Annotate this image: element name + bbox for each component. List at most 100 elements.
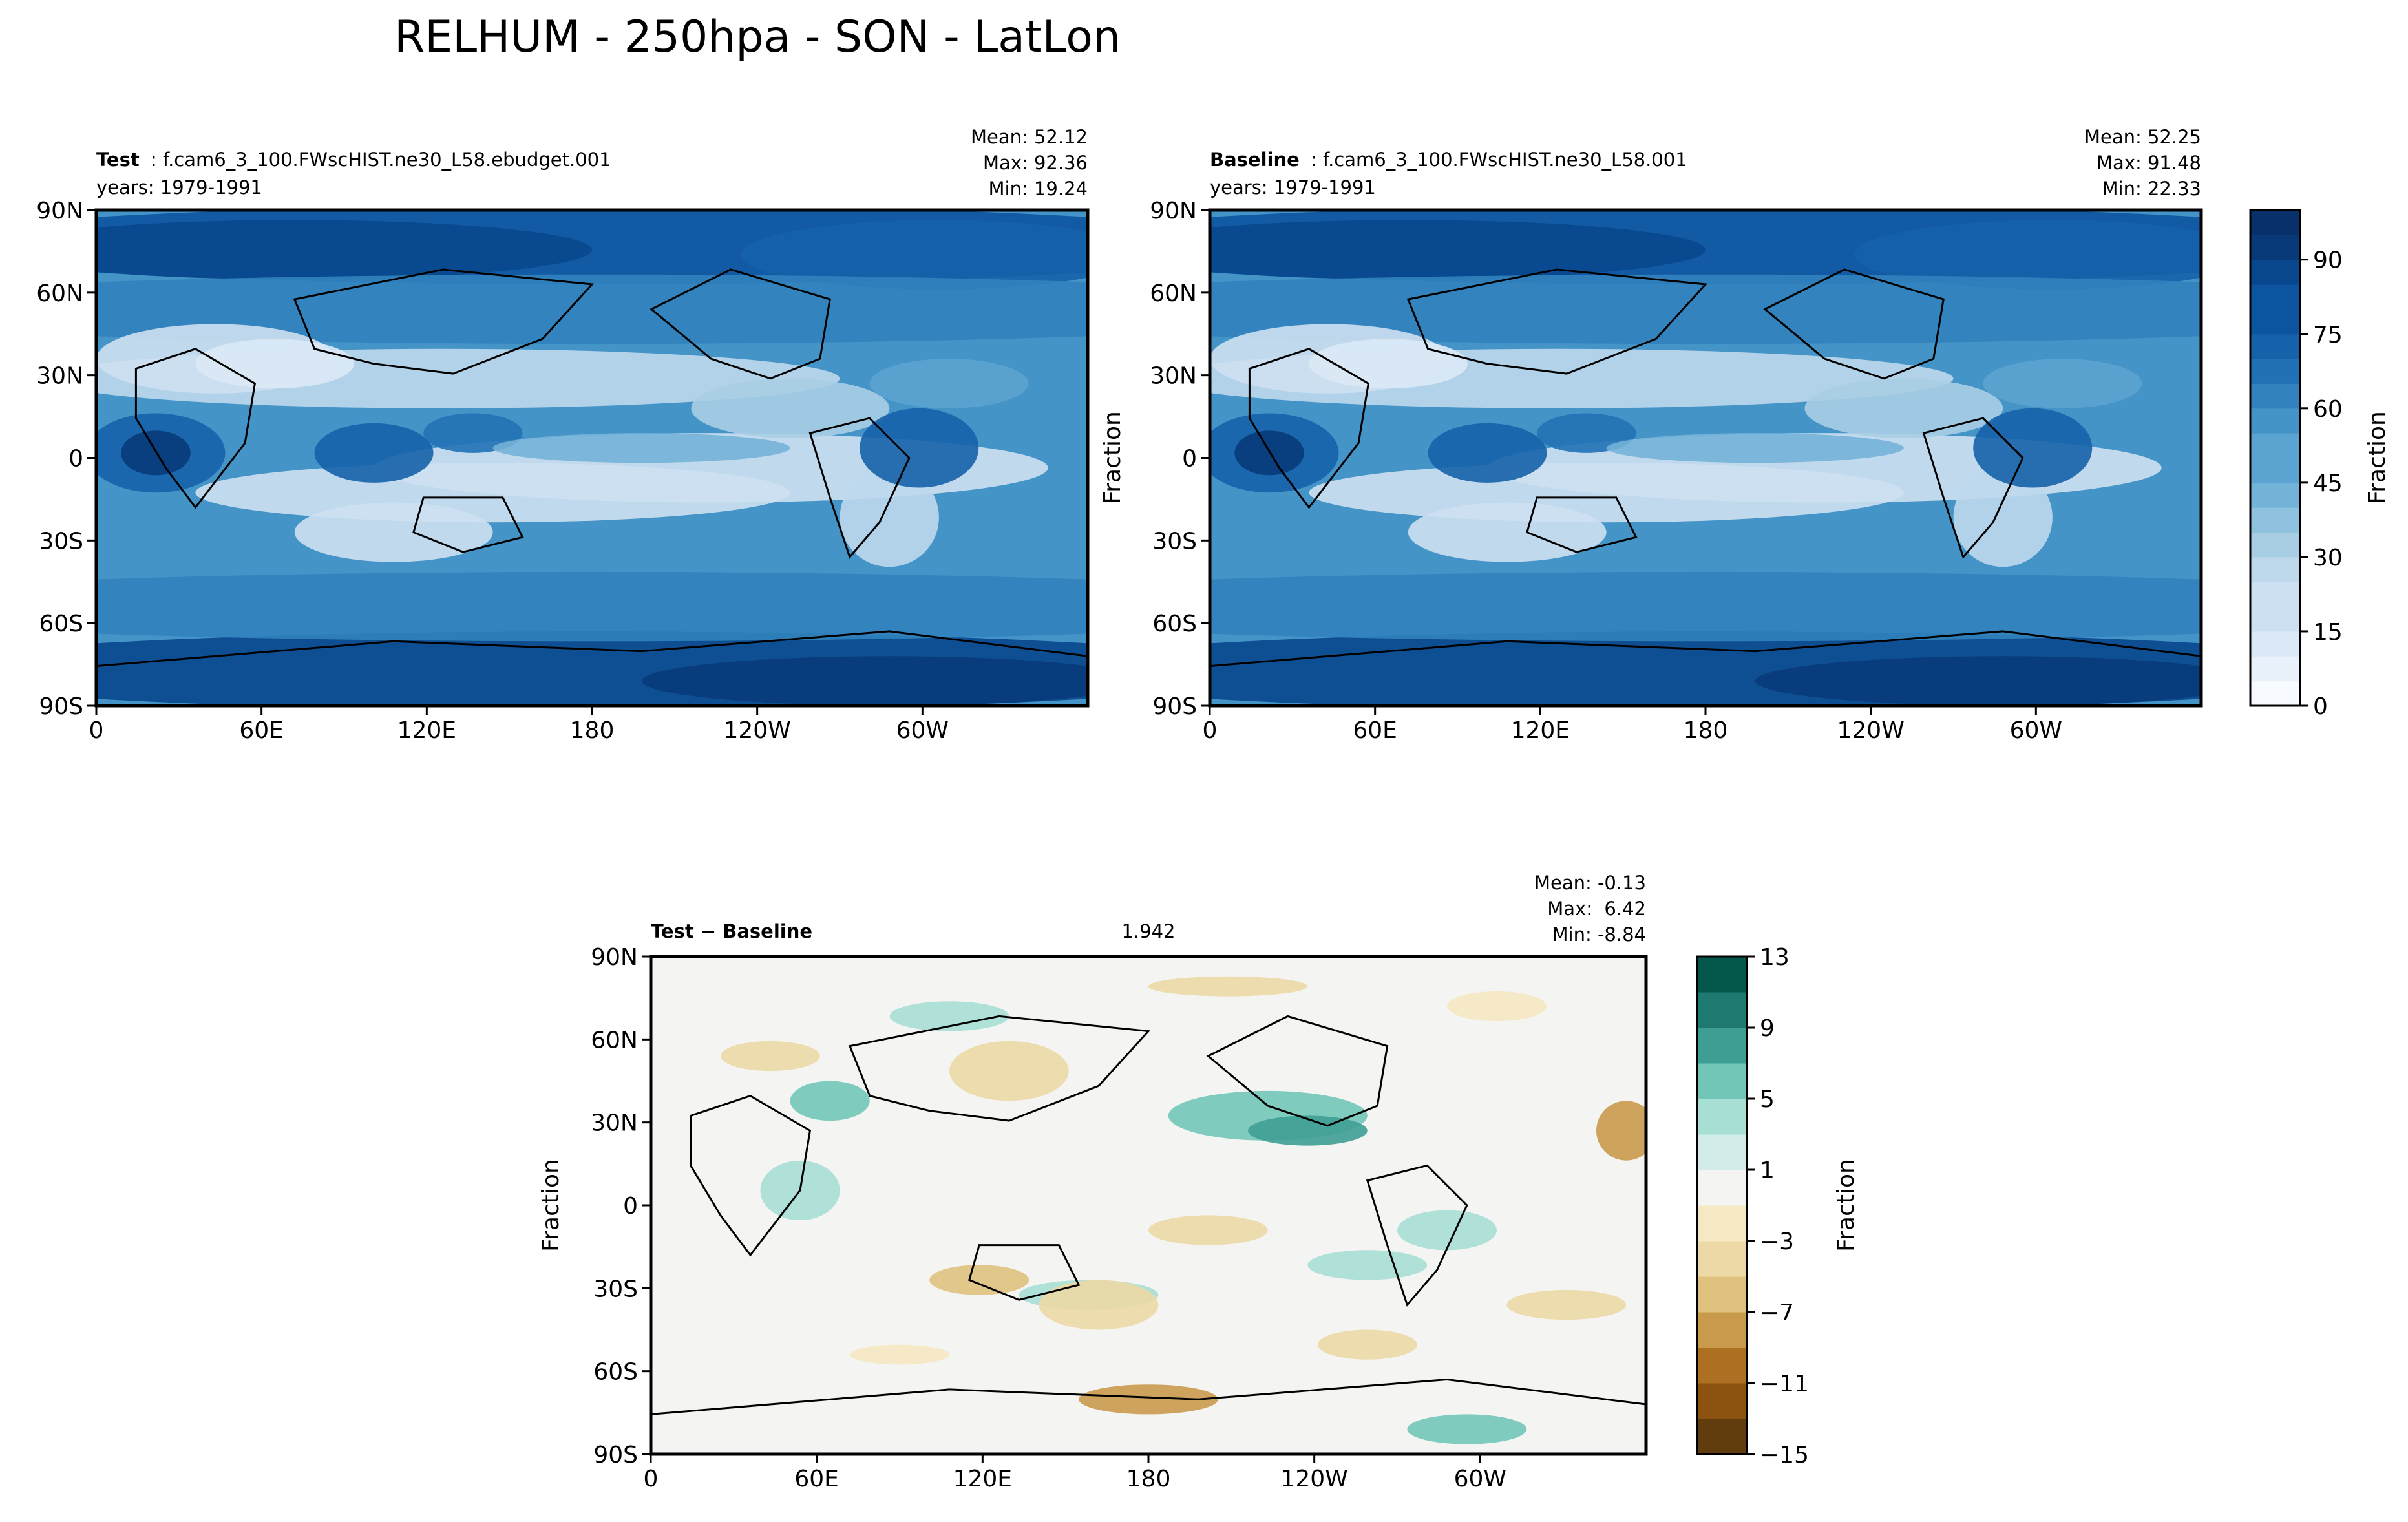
y-tick-label: 0 xyxy=(623,1193,638,1220)
colorbar-tick-label: 75 xyxy=(2313,322,2343,348)
x-tick-label: 180 xyxy=(1126,1466,1171,1492)
y-tick-label: 60N xyxy=(36,280,83,307)
colorbar-swatch xyxy=(2250,383,2300,409)
colorbar-tick-label: 1 xyxy=(1760,1157,1775,1184)
test-title-rest: : f.cam6_3_100.FWscHIST.ne30_L58.ebudget… xyxy=(151,149,611,171)
diverging-colorbar-label: Fraction xyxy=(1833,1159,1859,1252)
coastline xyxy=(1206,1015,1389,1127)
diff-map-field xyxy=(651,957,1646,1454)
colorbar-tick-label: 90 xyxy=(2313,248,2343,274)
contour-region xyxy=(1973,408,2093,488)
contour-region xyxy=(1953,467,2053,567)
diff-stat-min: Min: -8.84 xyxy=(1552,924,1646,946)
blue-colorbar-label: Fraction xyxy=(2364,411,2391,504)
contour-region xyxy=(1309,339,1468,389)
colorbar-tick-label: 9 xyxy=(1760,1015,1775,1042)
colorbar-tick-label: 30 xyxy=(2313,545,2343,571)
coastline xyxy=(134,348,257,509)
colorbar-swatch xyxy=(2250,681,2300,706)
colorbar-swatch xyxy=(1697,1348,1747,1384)
x-tick-label: 60W xyxy=(1454,1466,1506,1492)
contour-region xyxy=(889,1001,1009,1031)
colorbar-swatch xyxy=(2250,507,2300,533)
contour-region xyxy=(1983,359,2142,408)
coastline xyxy=(1922,417,2024,559)
colorbar-tick-label: 45 xyxy=(2313,470,2343,497)
coastline xyxy=(293,268,595,375)
x-tick-label: 60E xyxy=(794,1466,839,1492)
contour-region xyxy=(1606,433,1904,463)
colorbar-swatch xyxy=(2250,284,2300,310)
colorbar-frame xyxy=(1696,955,1748,1455)
y-tick-label: 60N xyxy=(591,1027,638,1053)
coastline xyxy=(1248,348,1370,509)
baseline-stat-min: Min: 22.33 xyxy=(2102,178,2201,200)
y-tick-label: 0 xyxy=(1182,446,1197,472)
baseline-map-contours xyxy=(1210,210,2201,706)
baseline-stat-max: Max: 91.48 xyxy=(2096,152,2201,174)
baseline-stat-mean: Mean: 52.25 xyxy=(2084,126,2201,148)
colorbar-tick-label: −7 xyxy=(1760,1300,1794,1326)
baseline-map-field xyxy=(1210,210,2201,706)
colorbar-swatch xyxy=(1697,1312,1747,1348)
x-tick-label: 0 xyxy=(1203,717,1218,744)
contour-region xyxy=(294,502,493,562)
contour-region xyxy=(641,656,1088,706)
contour-region xyxy=(929,1265,1030,1295)
baseline-title-bold: Baseline xyxy=(1210,149,1300,171)
colorbar-swatch xyxy=(2250,235,2300,260)
diff-ylabel: Fraction xyxy=(538,1159,564,1252)
contour-region xyxy=(1148,1215,1268,1245)
colorbar-swatch xyxy=(1697,1383,1747,1419)
contour-region xyxy=(790,1081,870,1121)
coastline xyxy=(848,1015,1151,1122)
x-tick-label: 120E xyxy=(953,1466,1012,1492)
contour-region xyxy=(1447,991,1547,1022)
colorbar-swatch xyxy=(2250,210,2300,235)
y-tick-label: 90S xyxy=(593,1442,638,1468)
diff-rmse: 1.942 xyxy=(1121,920,1175,942)
contour-region xyxy=(1755,656,2201,706)
contour-region xyxy=(1307,1250,1428,1280)
test-stat-mean: Mean: 52.12 xyxy=(971,126,1088,148)
test-title-bold: Test xyxy=(96,149,140,171)
y-tick-label: 90N xyxy=(36,198,83,224)
colorbar-swatch xyxy=(1697,1134,1747,1170)
contour-region xyxy=(423,413,523,453)
blue-colorbar: 0 15 30 45 60 75 90 xyxy=(2249,209,2343,720)
coastline xyxy=(967,1244,1081,1301)
contour-region xyxy=(850,1344,949,1365)
contour-region xyxy=(1210,274,2201,344)
coastline xyxy=(1763,268,1945,380)
x-tick-label: 180 xyxy=(570,717,615,744)
x-tick-label: 60E xyxy=(239,717,284,744)
baseline-axis-ticks: 0 60E 120E 180 120W 60W 90N 60N 30N 0 30S 60S 90S xyxy=(1150,198,2062,744)
coastline xyxy=(690,1094,812,1257)
y-tick-label: 0 xyxy=(69,446,83,472)
baseline-ylabel: Fraction xyxy=(1099,411,1126,504)
y-tick-label: 60N xyxy=(1150,280,1197,307)
colorbar-swatch xyxy=(1697,1170,1747,1206)
diff-axis-ticks: 0 60E 120E 180 120W 60W 90N 60N 30N 0 30S 60S 90S xyxy=(591,944,1506,1492)
contour-region xyxy=(96,631,1088,706)
colorbar-swatch xyxy=(2250,458,2300,483)
contour-region xyxy=(1210,220,1706,280)
contour-region xyxy=(1428,423,1547,483)
y-tick-label: 30N xyxy=(1150,363,1197,390)
diff-stat-mean: Mean: -0.13 xyxy=(1534,872,1646,894)
colorbar-tick-label: −15 xyxy=(1760,1442,1809,1468)
diff-stat-max: Max: 6.42 xyxy=(1547,898,1646,920)
y-tick-label: 60S xyxy=(1152,611,1197,637)
contour-region xyxy=(1079,1384,1218,1415)
contour-region xyxy=(96,274,1088,344)
contour-region xyxy=(1317,1329,1417,1360)
panel-baseline: Baseline : f.cam6_3_100.FWscHIST.ne30_L5… xyxy=(1099,126,2203,744)
contour-region xyxy=(1309,463,1904,523)
colorbar-swatch xyxy=(2250,532,2300,558)
coastline xyxy=(1366,1164,1468,1307)
colorbar-swatch xyxy=(2250,333,2300,359)
colorbar-swatch xyxy=(2250,606,2300,632)
colorbar-swatch xyxy=(2250,631,2300,657)
contour-region xyxy=(492,433,790,463)
